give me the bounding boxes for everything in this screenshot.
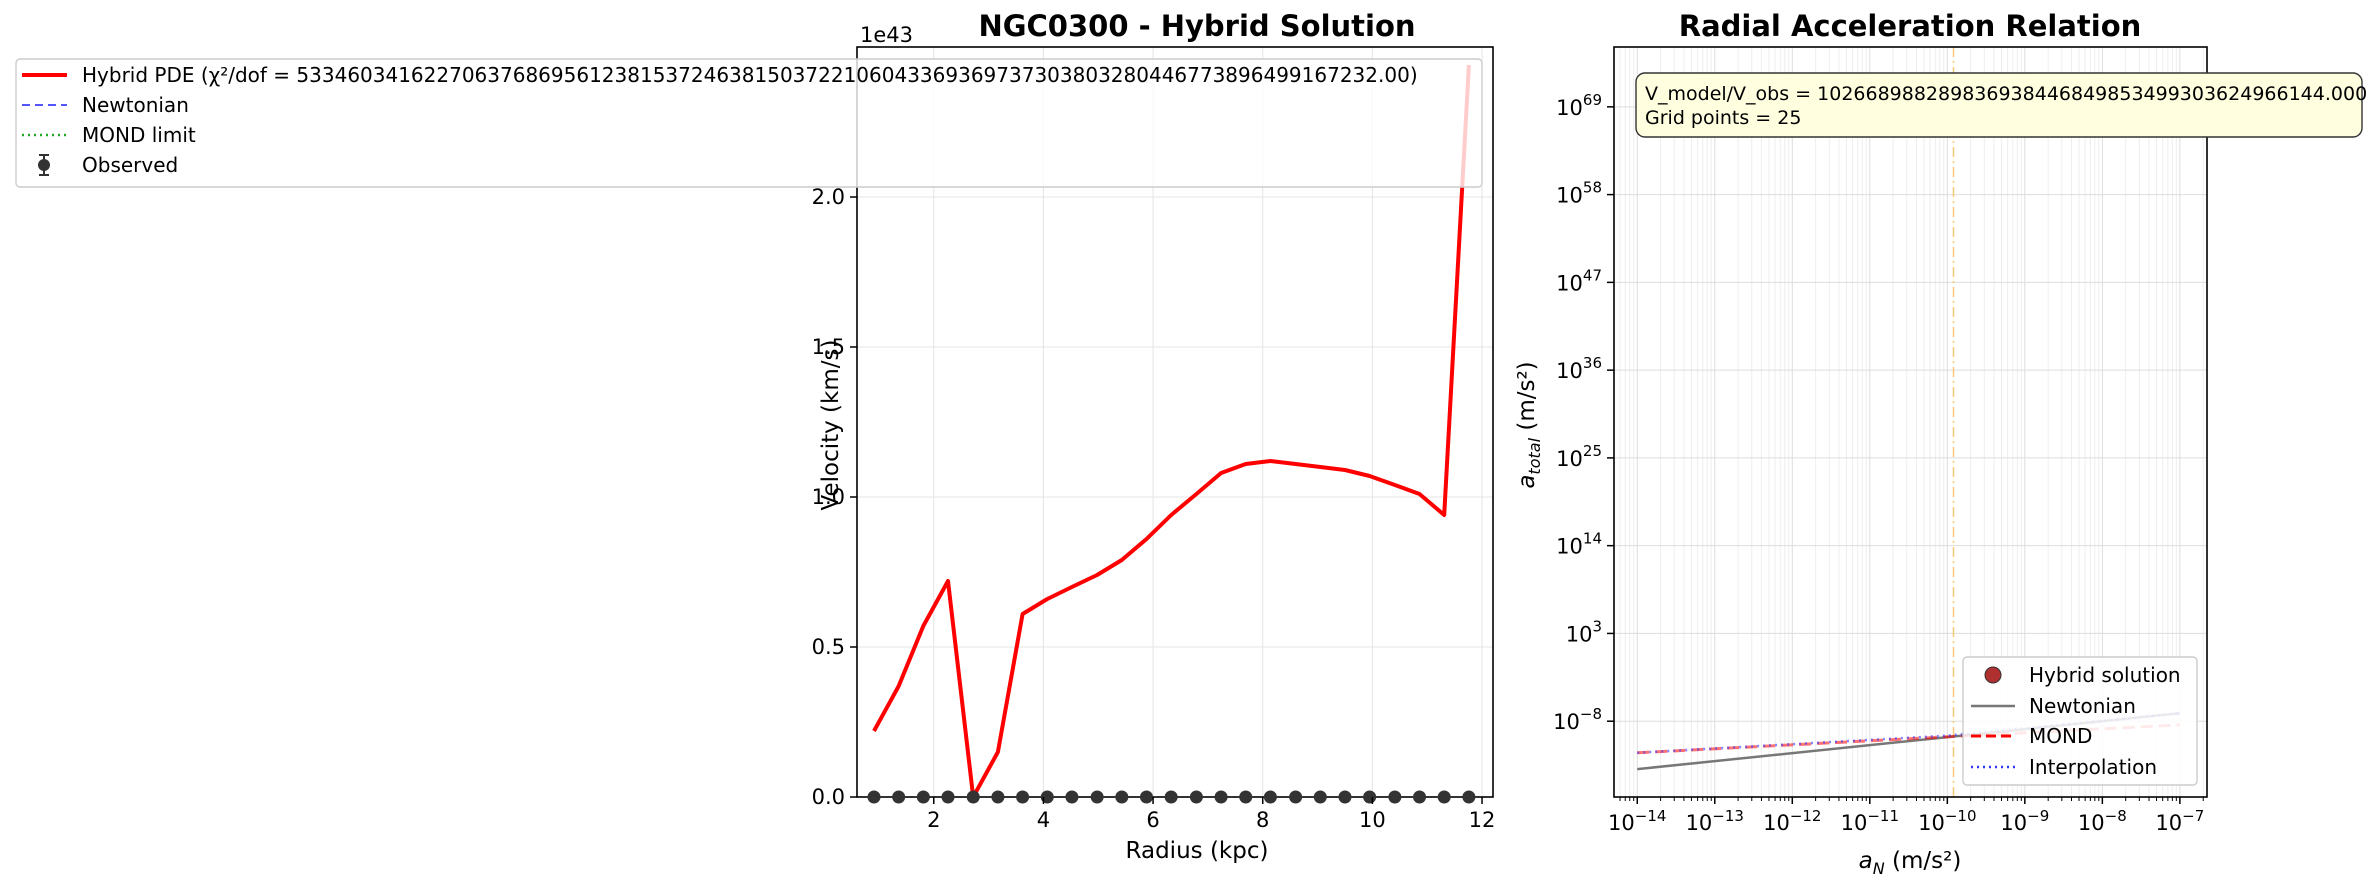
velocity-y-tick-label: 1.5 [812, 335, 845, 359]
legend-swatch-observed-marker [38, 159, 50, 171]
rar-annotation-line1: V_model/V_obs = 102668988289836938446849… [1645, 83, 2367, 105]
velocity-y-tick-label: 0.5 [812, 635, 845, 659]
rar-y-tick-label: 1058 [1556, 179, 1602, 208]
observed-point [1263, 790, 1277, 804]
rar-plot-frame [1613, 46, 2208, 798]
rar-x-axis-label-base: a [1859, 848, 1873, 874]
velocity-legend-box [15, 58, 1483, 188]
rar-x-ticks: 10−14 10−13 10−12 10−11 10−10 10−9 10−8 10−7 [1608, 797, 2204, 835]
observed-point [1413, 790, 1427, 804]
rar-y-tick-label: 1036 [1556, 354, 1602, 383]
observed-point [867, 790, 881, 804]
observed-point [1090, 790, 1104, 804]
rar-legend-swatch-hybrid [1984, 666, 2002, 684]
rar-x-tick-label: 10−11 [1841, 807, 1899, 835]
observed-point [1214, 790, 1228, 804]
observed-point [941, 790, 955, 804]
legend-label-observed: Observed [82, 153, 178, 177]
observed-point [1313, 790, 1327, 804]
observed-point [1388, 790, 1402, 804]
velocity-series [867, 64, 1476, 804]
rar-interpolation-line [1637, 711, 2181, 755]
velocity-y-offset-label: 1e43 [860, 23, 913, 47]
legend-label-mond-limit: MOND limit [82, 123, 196, 147]
rar-y-ticks: 10−8 103 1014 1025 1036 1047 1058 1069 [1553, 91, 1614, 734]
rar-x-tick-label: 10−12 [1763, 807, 1821, 835]
rar-legend-label-mond: MOND [2029, 724, 2092, 748]
rar-legend-label-interpolation: Interpolation [2029, 755, 2157, 779]
rar-annotation-line2: Grid points = 25 [1645, 107, 1801, 129]
velocity-x-axis-label: Radius (kpc) [1126, 838, 1269, 864]
observed-point [1164, 790, 1178, 804]
velocity-x-ticks: 2 4 6 8 10 12 [927, 797, 1495, 832]
rar-y-axis-label-sub: total [1525, 437, 1544, 474]
rar-x-axis-label: aN (m/s²) [1859, 848, 1962, 878]
rar-x-tick-label: 10−10 [1918, 807, 1976, 835]
rar-y-tick-label: 1025 [1556, 442, 1602, 471]
observed-point [1139, 790, 1153, 804]
observed-point [1189, 790, 1203, 804]
observed-point [1289, 790, 1303, 804]
observed-point [1016, 790, 1030, 804]
velocity-y-tick-label: 1.0 [812, 485, 845, 509]
rar-y-tick-label: 103 [1566, 617, 1602, 646]
velocity-x-tick-label: 4 [1037, 808, 1050, 832]
rar-x-tick-label: 10−9 [2000, 807, 2049, 835]
velocity-x-tick-label: 8 [1256, 808, 1269, 832]
velocity-y-tick-label: 0.0 [812, 785, 845, 809]
observed-point [1363, 790, 1377, 804]
rar-mond-line [1637, 723, 2180, 755]
observed-point [1462, 790, 1476, 804]
rar-x-axis-label-sub: N [1873, 859, 1885, 878]
observed-point [916, 790, 930, 804]
rar-annotation-box [1635, 72, 2363, 138]
rar-legend-label-newtonian: Newtonian [2029, 694, 2136, 718]
rar-y-tick-label: 1047 [1556, 266, 1602, 295]
rar-chart-title: Radial Acceleration Relation [1679, 9, 2142, 43]
observed-point [1338, 790, 1352, 804]
velocity-x-tick-label: 12 [1469, 808, 1496, 832]
rar-y-tick-label: 10−8 [1553, 705, 1602, 734]
velocity-x-tick-label: 2 [927, 808, 940, 832]
observed-point [966, 790, 980, 804]
observed-point [892, 790, 906, 804]
velocity-x-tick-label: 10 [1359, 808, 1386, 832]
rar-y-tick-label: 1014 [1556, 530, 1602, 559]
observed-point [1115, 790, 1129, 804]
rar-legend-box [1962, 656, 2198, 786]
rar-y-axis-label-base: a [1514, 475, 1540, 489]
rar-x-tick-label: 10−13 [1686, 807, 1744, 835]
legend-label-newtonian: Newtonian [82, 93, 189, 117]
rar-y-axis-label-unit: (m/s²) [1514, 361, 1540, 438]
observed-point [1239, 790, 1253, 804]
observed-point [1437, 790, 1451, 804]
velocity-y-ticks: 0.0 0.5 1.0 1.5 2.0 [812, 185, 857, 809]
rar-y-axis-label: atotal (m/s²) [1514, 361, 1544, 488]
velocity-x-tick-label: 6 [1146, 808, 1159, 832]
rar-x-tick-label: 10−14 [1608, 807, 1666, 835]
rar-panel: 10−14 10−13 10−12 10−11 10−10 10−9 10−8 10−7 10… [1514, 9, 2367, 878]
velocity-legend: Hybrid PDE (χ²/dof = 5334603416227063768… [15, 58, 1483, 188]
velocity-chart-title: NGC0300 - Hybrid Solution [978, 9, 1415, 43]
rar-legend-label-hybrid: Hybrid solution [2029, 663, 2181, 687]
legend-label-hybrid-pde: Hybrid PDE (χ²/dof = 5334603416227063768… [82, 63, 1418, 87]
rar-x-tick-label: 10−8 [2078, 807, 2127, 835]
rar-x-tick-label: 10−7 [2155, 807, 2204, 835]
rar-legend: Hybrid solution Newtonian MOND Interpola… [1962, 656, 2198, 786]
observed-point [1065, 790, 1079, 804]
rar-x-axis-label-unit: (m/s²) [1885, 848, 1962, 874]
observed-point [991, 790, 1005, 804]
rar-annotation: V_model/V_obs = 102668988289836938446849… [1635, 72, 2367, 138]
velocity-y-tick-label: 2.0 [812, 185, 845, 209]
velocity-y-axis-label: Velocity (km/s) [818, 340, 844, 511]
rar-y-tick-label: 1069 [1556, 91, 1602, 120]
